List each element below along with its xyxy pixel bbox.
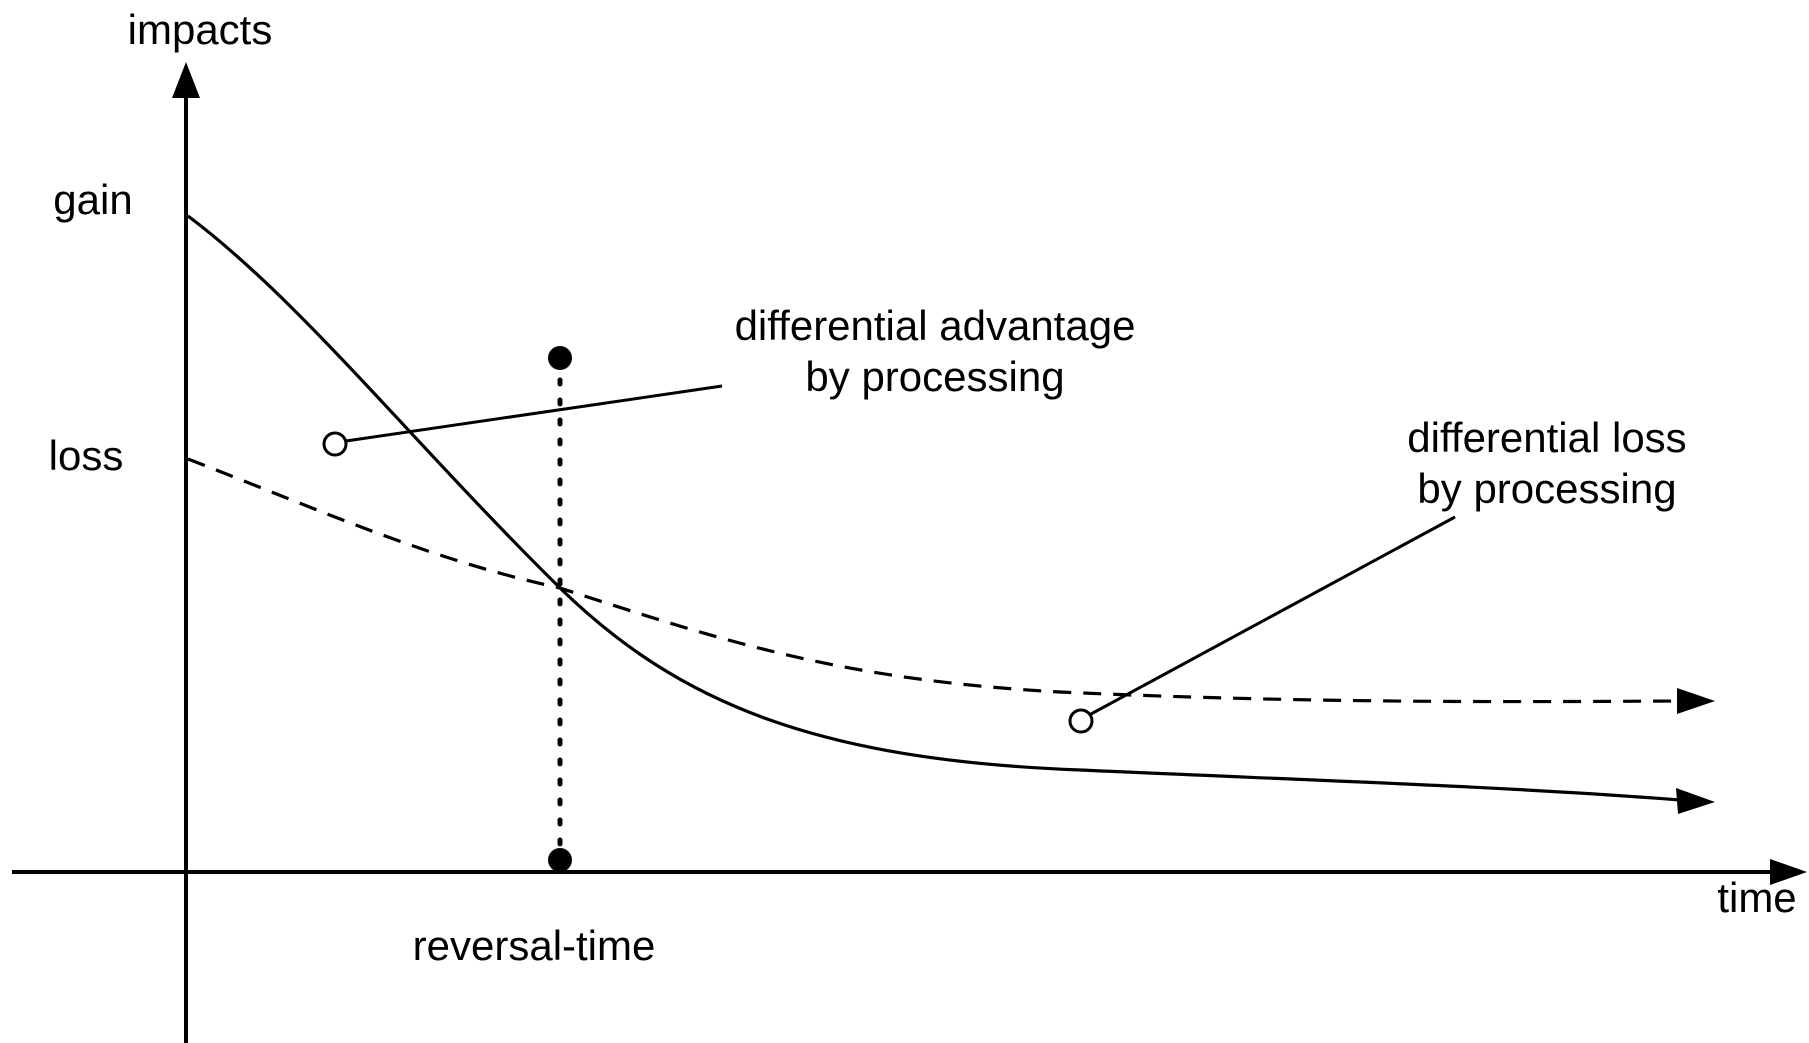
loss-annotation-line1: differential loss [1407, 414, 1686, 461]
loss-marker [1068, 708, 1094, 734]
x-axis-arrowhead [1770, 859, 1807, 885]
loss-curve-arrowhead [1677, 688, 1715, 714]
loss-label: loss [49, 432, 124, 479]
advantage-label-line1: differential advantage [735, 302, 1136, 349]
advantage-leader-line [345, 384, 723, 443]
reversal-top-dot [548, 346, 572, 370]
loss-leader-line [1090, 515, 1456, 716]
gain-label: gain [53, 176, 132, 223]
gain-curve-arrowhead [1676, 788, 1715, 814]
reversal-time-label: reversal-time [413, 922, 656, 969]
advantage-marker [322, 431, 348, 457]
loss-curve [187, 457, 1681, 704]
x-axis-label: time [1717, 874, 1796, 921]
reversal-bottom-dot [548, 848, 572, 872]
advantage-label-line2: by processing [805, 353, 1064, 400]
loss-annotation-line2: by processing [1417, 465, 1676, 512]
y-axis-arrowhead [172, 62, 200, 98]
gain-curve [187, 214, 1681, 802]
y-axis-label: impacts [128, 6, 273, 53]
